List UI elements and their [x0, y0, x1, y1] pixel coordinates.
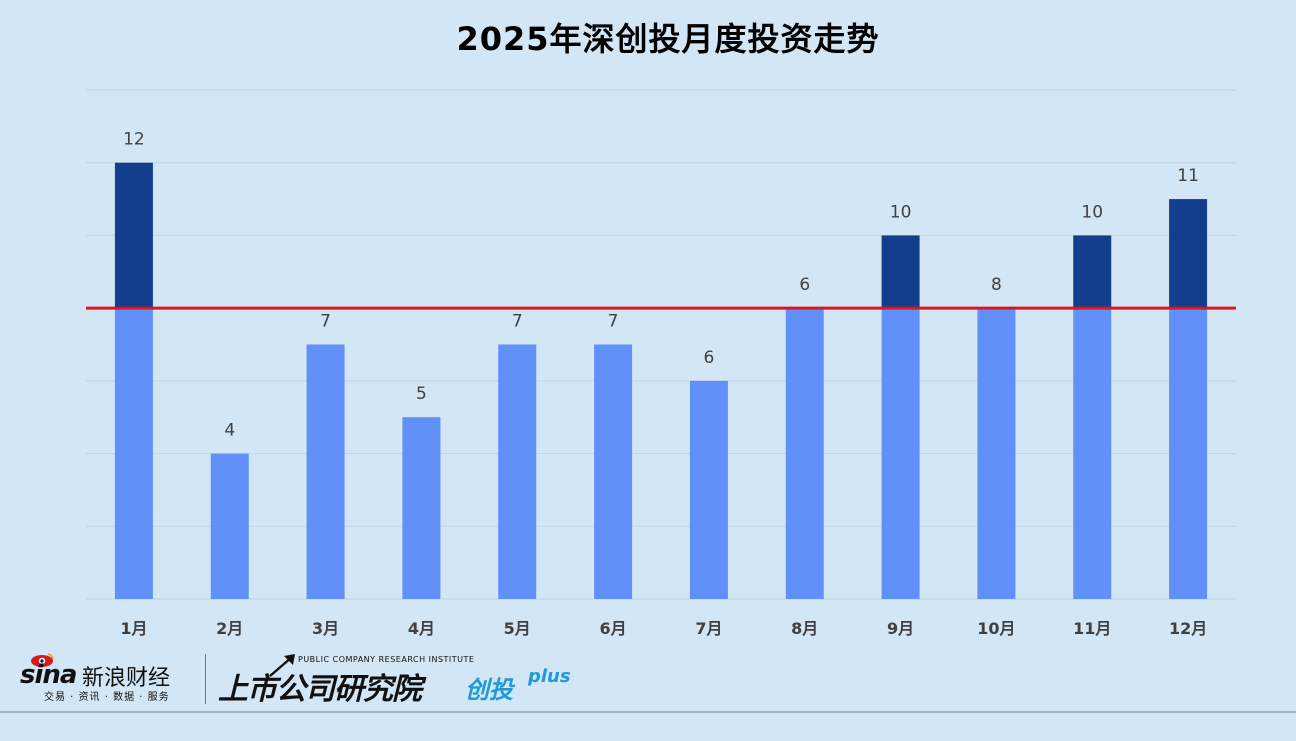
data-label: 10 [890, 202, 912, 222]
data-label: 7 [512, 312, 523, 332]
footer-branding: sina 新浪财经 交易 · 资讯 · 数据 · 服务 PUBLIC COMPA… [0, 650, 1296, 712]
bar-4月 [402, 417, 441, 599]
bar-9月 [881, 308, 920, 599]
data-labels: 12 4 7 5 7 7 6 6 10 8 10 11 [123, 130, 1199, 441]
bar-above-average-11月 [1073, 235, 1112, 309]
x-tick-label: 1月 [120, 619, 147, 638]
bar-chart: 12 4 7 5 7 7 6 6 10 8 10 11 1月 2月 3月 4月 5月 6月 7月 8月 9月 10月 11… [86, 89, 1236, 638]
data-label: 12 [123, 130, 145, 150]
sina-logo-wordmark: sina [20, 660, 77, 690]
data-label: 6 [799, 275, 810, 295]
sina-brand-name: 新浪财经 [82, 666, 171, 691]
bar-above-average-1月 [114, 162, 153, 309]
bar-above-average-12月 [1169, 199, 1208, 309]
x-tick-label: 10月 [977, 619, 1015, 638]
data-label: 4 [224, 421, 235, 441]
bar-8月 [785, 308, 824, 599]
bar-above-average-9月 [881, 235, 920, 309]
x-tick-label: 4月 [408, 619, 435, 638]
bar-12月 [1169, 308, 1208, 599]
data-label: 5 [416, 384, 427, 404]
sina-tagline: 交易 · 资讯 · 数据 · 服务 [44, 692, 170, 703]
x-tick-label: 7月 [695, 619, 722, 638]
x-tick-label: 6月 [600, 619, 627, 638]
x-tick-label: 3月 [312, 619, 339, 638]
x-tick-label: 11月 [1073, 619, 1111, 638]
bar-5月 [498, 344, 537, 599]
x-tick-label: 8月 [791, 619, 818, 638]
gridlines [86, 89, 1236, 600]
chuangtou-logo: 创投 [465, 676, 513, 704]
footer-divider [205, 654, 206, 704]
institute-chinese-name: 上市公司研究院 [218, 672, 422, 707]
x-tick-label: 2月 [216, 619, 243, 638]
bar-1月 [114, 308, 153, 599]
bar-6月 [594, 344, 633, 599]
chuangtou-plus-text: plus [528, 666, 571, 687]
x-axis-tick-labels: 1月 2月 3月 4月 5月 6月 7月 8月 9月 10月 11月 12月 [120, 619, 1207, 638]
bar-10月 [977, 308, 1016, 599]
bar-2月 [210, 453, 249, 599]
bar-7月 [689, 380, 728, 599]
x-tick-label: 9月 [887, 619, 914, 638]
upward-arrow-icon [269, 654, 295, 677]
x-tick-label: 5月 [504, 619, 531, 638]
x-tick-label: 12月 [1169, 619, 1207, 638]
institute-english-name: PUBLIC COMPANY RESEARCH INSTITUTE [298, 655, 475, 664]
bars [114, 162, 1208, 599]
data-label: 7 [320, 312, 331, 332]
data-label: 11 [1177, 166, 1199, 186]
bar-3月 [306, 344, 345, 599]
data-label: 8 [991, 275, 1002, 295]
data-label: 6 [704, 348, 715, 368]
footer-separator-line [0, 711, 1296, 713]
bar-11月 [1073, 308, 1112, 599]
data-label: 7 [608, 312, 619, 332]
sina-eye-icon [31, 653, 54, 667]
chart-title: 2025年深创投月度投资走势 [456, 20, 880, 58]
data-label: 10 [1081, 202, 1103, 222]
